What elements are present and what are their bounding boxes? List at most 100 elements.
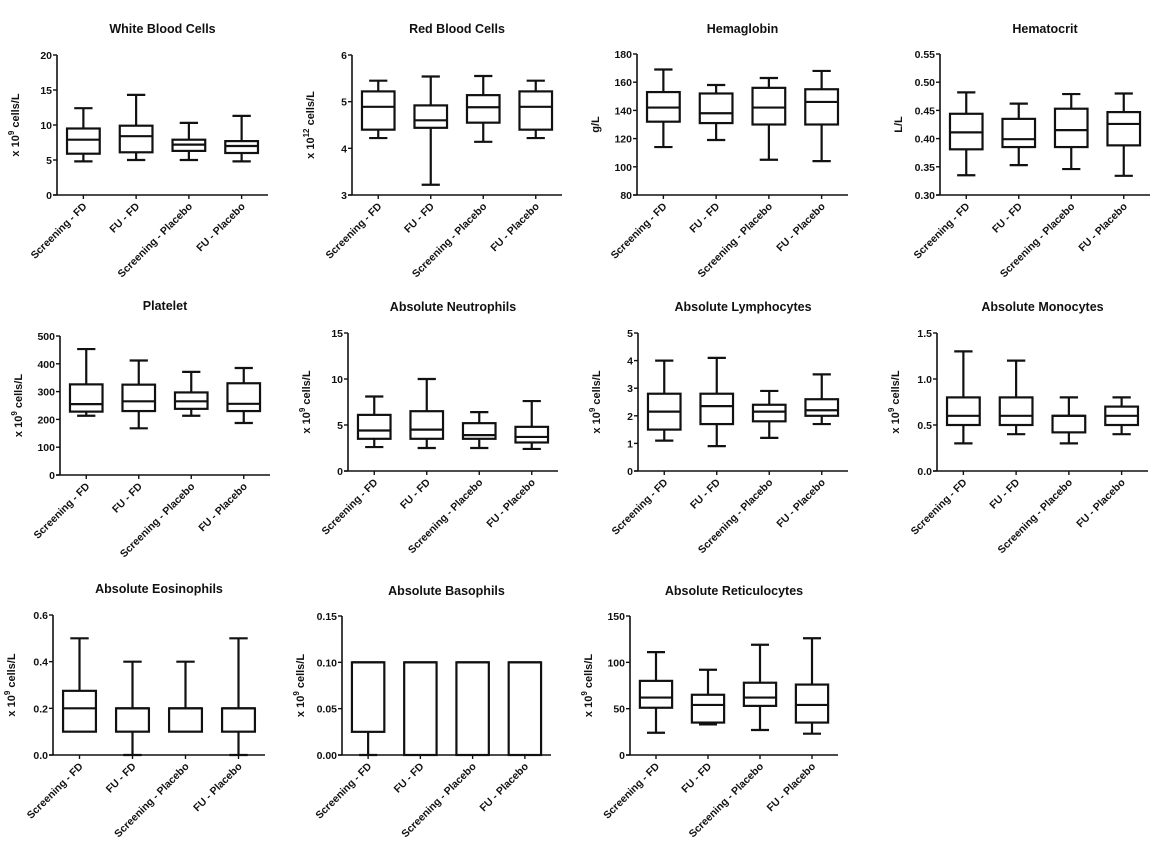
y-axis-label: x 109 cells/L	[298, 370, 313, 433]
x-category-label: Screening - FD	[609, 200, 670, 261]
chart-title: Absolute Neutrophils	[390, 300, 516, 314]
iqr-box	[998, 396, 1034, 427]
y-tick-label: 3	[627, 383, 633, 395]
y-tick-label: 100	[37, 442, 55, 454]
chart-red-blood-cells: Red Blood Cells 3 4 5 6 x 1012 cells/L Screeni…	[302, 22, 562, 280]
iqr-box	[1106, 110, 1142, 147]
iqr-box	[356, 413, 392, 440]
box-screening-fd: Screening - FD	[319, 395, 392, 538]
y-tick-label: 180	[614, 49, 632, 61]
x-category-label: FU - Placebo	[191, 761, 244, 814]
iqr-box	[690, 693, 726, 724]
y-tick-label: 0	[46, 190, 52, 202]
y-tick-label: 100	[614, 162, 632, 174]
y-axis-label: g/L	[590, 116, 602, 133]
iqr-box	[65, 127, 101, 155]
box-screening-fd: Screening - FD	[911, 91, 984, 262]
y-tick-label: 0.50	[915, 77, 936, 89]
y-tick-label: 160	[614, 77, 632, 89]
x-category-label: Screening - FD	[909, 476, 970, 537]
x-category-label: FU - FD	[104, 760, 139, 795]
y-tick-label: 300	[37, 387, 55, 399]
x-category-label: FU - Placebo	[196, 481, 249, 534]
y-tick-label: 0.0	[33, 750, 48, 762]
y-tick-label: 0.6	[33, 610, 48, 622]
iqr-box	[226, 382, 262, 413]
x-category-label: FU - FD	[398, 476, 433, 511]
chart-white-blood-cells: White Blood Cells 0 5 10 15 20 x 109 cells/L Sc…	[7, 22, 268, 280]
chart-absolute-neutrophils: Absolute Neutrophils 0 5 10 15 x 109 cells/L S…	[298, 300, 558, 556]
box-fu-fd: FU - FD	[679, 668, 726, 796]
box-fu-fd: FU - FD	[104, 660, 151, 796]
iqr-box	[518, 90, 554, 131]
y-tick-label: 3	[341, 190, 347, 202]
box-screening-placebo: Screening - Placebo	[112, 660, 204, 840]
y-tick-label: 0.10	[317, 657, 338, 669]
x-category-label: FU - FD	[679, 760, 714, 795]
iqr-box	[121, 383, 157, 413]
x-category-label: FU - FD	[402, 200, 437, 235]
x-category-label: Screening - FD	[323, 200, 384, 261]
box-fu-fd: FU - FD	[402, 75, 449, 236]
box-screening-fd: Screening - FD	[323, 79, 396, 262]
y-tick-label: 120	[614, 134, 632, 146]
iqr-box	[514, 425, 550, 444]
y-tick-label: 0.40	[915, 134, 936, 146]
iqr-box	[68, 383, 104, 413]
iqr-box	[167, 707, 204, 733]
y-tick-label: 15	[40, 85, 52, 97]
y-tick-label: 0.05	[317, 704, 338, 716]
x-category-label: Screening - FD	[313, 760, 374, 821]
y-tick-label: 0.00	[317, 750, 338, 762]
y-tick-label: 5	[341, 97, 347, 109]
y-tick-label: 4	[627, 356, 633, 368]
iqr-box	[461, 422, 497, 440]
y-tick-label: 200	[37, 414, 55, 426]
iqr-box	[945, 396, 981, 427]
box-fu-placebo: FU - Placebo	[765, 637, 830, 814]
y-tick-label: 0	[337, 466, 343, 478]
box-screening-fd: Screening - FD	[29, 107, 101, 262]
chart-title: Absolute Eosinophils	[95, 582, 223, 596]
iqr-box	[409, 410, 445, 440]
iqr-box	[699, 392, 735, 426]
iqr-box	[360, 90, 396, 131]
box-fu-fd: FU - FD	[688, 356, 735, 512]
x-category-label: Screening - FD	[25, 760, 86, 821]
y-tick-label: 50	[613, 704, 625, 716]
y-tick-label: 0.0	[917, 466, 932, 478]
y-tick-label: 2	[627, 411, 633, 423]
y-axis-label: x 109 cells/L	[7, 93, 22, 156]
y-tick-label: 1	[627, 438, 633, 450]
x-category-label: FU - Placebo	[488, 201, 541, 254]
x-category-label: FU - FD	[107, 200, 142, 235]
y-tick-label: 0.4	[33, 657, 48, 669]
y-tick-label: 0	[49, 470, 55, 482]
iqr-box	[1053, 107, 1089, 149]
chart-title: Red Blood Cells	[409, 22, 505, 36]
chart-absolute-lymphocytes: Absolute Lymphocytes 0 1 2 3 4 5 x 109 cells/L S…	[588, 300, 848, 556]
y-axis-label: x 109 cells/L	[580, 654, 595, 717]
x-category-label: FU - Placebo	[484, 477, 537, 530]
x-category-label: FU - Placebo	[765, 761, 818, 814]
iqr-box	[804, 88, 840, 126]
iqr-box	[804, 398, 840, 417]
y-axis-label: x 109 cells/L	[10, 374, 25, 437]
chart-platelet: Platelet 0 100 200 300 400 500 x 109 cells/L Scr…	[10, 299, 270, 560]
chart-title: Absolute Basophils	[388, 584, 505, 598]
x-category-label: Screening - FD	[601, 760, 662, 821]
box-screening-placebo: Screening - Placebo	[687, 643, 778, 840]
x-category-label: FU - FD	[110, 480, 145, 515]
y-tick-label: 20	[40, 50, 52, 62]
y-tick-label: 100	[607, 657, 625, 669]
iqr-box	[507, 661, 543, 757]
y-tick-label: 4	[341, 143, 347, 155]
box-fu-fd: FU - FD	[687, 83, 734, 236]
iqr-box	[751, 403, 787, 423]
x-category-label: FU - FD	[687, 200, 722, 235]
chart-absolute-monocytes: Absolute Monocytes 0.0 0.5 1.0 1.5 x 109 cell…	[887, 300, 1148, 556]
y-tick-label: 0.30	[915, 190, 936, 202]
box-fu-placebo: FU - Placebo	[194, 114, 260, 254]
y-tick-label: 150	[607, 611, 625, 623]
x-category-label: Screening - FD	[911, 200, 972, 261]
